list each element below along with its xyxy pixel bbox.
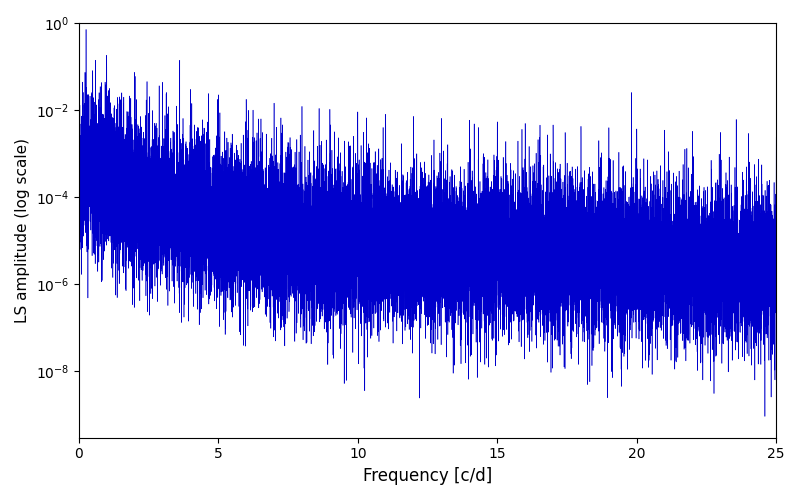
X-axis label: Frequency [c/d]: Frequency [c/d] [363, 467, 492, 485]
Y-axis label: LS amplitude (log scale): LS amplitude (log scale) [15, 138, 30, 323]
